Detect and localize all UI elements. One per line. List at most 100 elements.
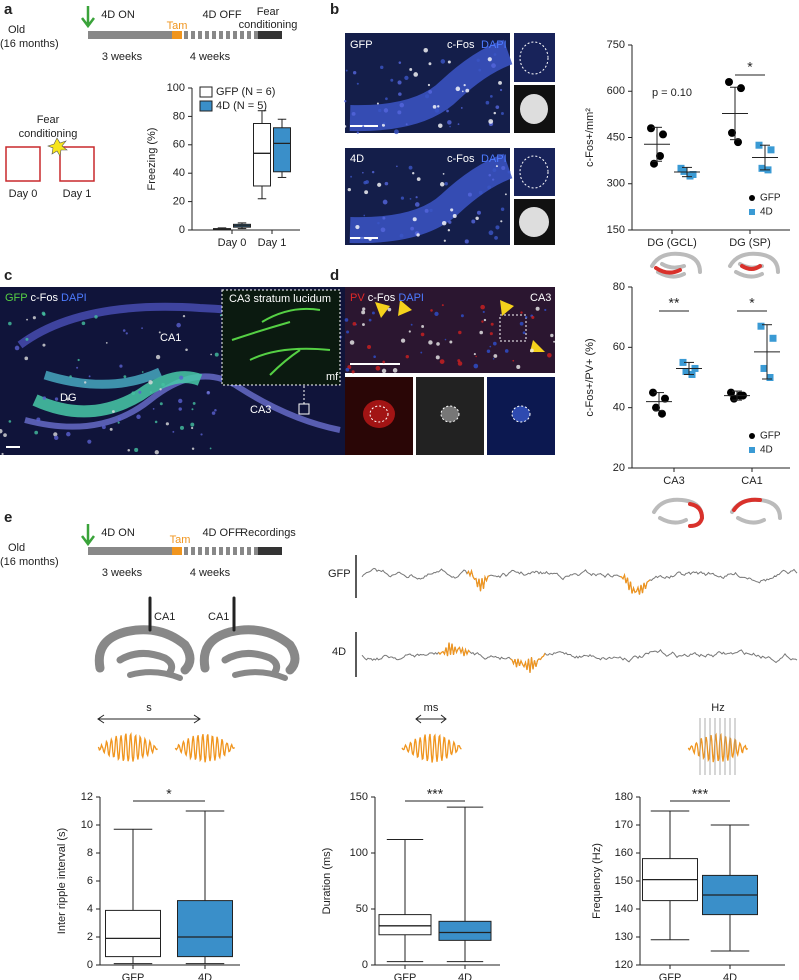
point [737, 84, 745, 93]
ripple [619, 572, 651, 595]
legend-label: GFP [760, 193, 781, 204]
cell [390, 78, 394, 82]
schematic-title: conditioning [19, 128, 78, 140]
x-tick-label: 4D [198, 972, 212, 980]
ripple [466, 568, 490, 592]
cell [408, 165, 413, 170]
x-tick-label: CA1 [741, 475, 762, 487]
y-tick-label: 130 [615, 931, 633, 943]
y-tick-label: 4 [87, 903, 93, 915]
point [760, 364, 768, 372]
cell [66, 431, 71, 437]
cell [504, 193, 507, 196]
cell [123, 375, 127, 379]
end-bar [258, 547, 282, 555]
unit-label: s [146, 702, 152, 714]
cell [499, 88, 503, 92]
inset-label: mf [326, 371, 339, 383]
y-tick-label: 120 [615, 959, 633, 971]
y-tick-label: 80 [173, 110, 185, 122]
cell [25, 337, 29, 341]
cell [368, 318, 372, 322]
cell [14, 345, 20, 351]
point [652, 403, 660, 412]
cell [500, 220, 503, 223]
cell [394, 129, 399, 135]
stain-label: GFP [350, 39, 373, 51]
cell [159, 402, 163, 406]
cell [141, 371, 144, 373]
shock-icon [47, 137, 68, 157]
timeline: Old (16 months) 4D ON Tam 4D OFF Fear co… [0, 6, 297, 63]
cell [413, 72, 418, 77]
panel-label: d [330, 267, 339, 284]
cell [185, 348, 188, 352]
cell [361, 310, 366, 315]
inset [514, 148, 555, 196]
ripple-schematic [97, 732, 158, 762]
cell [3, 433, 7, 437]
cell [512, 359, 515, 362]
mossy-fibers [231, 307, 331, 376]
cell [122, 329, 126, 332]
legend-swatch [199, 100, 213, 112]
point [682, 367, 690, 375]
cell [482, 310, 485, 314]
fear-schematic: Fear conditioning Day 0 Day 1 [5, 114, 95, 200]
cell [377, 221, 380, 225]
cell [214, 352, 219, 357]
cell [481, 320, 484, 323]
cell [178, 398, 183, 404]
x-tick-label: DG (GCL) [647, 237, 697, 249]
chart: 150 300 450 600 750 c-Fos+/mm² DG (GCL) DG (SP)… [584, 39, 790, 249]
cell [383, 122, 386, 125]
y-tick-label: 450 [607, 131, 625, 143]
box [177, 900, 233, 958]
phase: 4D ON [101, 9, 135, 21]
phase: Recordings [240, 527, 296, 539]
cell [464, 239, 469, 244]
speckle [0, 311, 222, 456]
cell [520, 311, 523, 314]
cell [182, 314, 186, 318]
x-tick-label: DG (SP) [729, 237, 771, 249]
cell [399, 102, 405, 108]
inset-title: CA3 stratum lucidum [229, 293, 331, 305]
sig-label: * [749, 295, 755, 311]
unit-label: ms [424, 702, 439, 714]
cell [475, 355, 477, 358]
cell [458, 330, 462, 335]
cell [488, 173, 492, 177]
cell [516, 364, 521, 369]
y-tick-label: 6 [87, 875, 93, 887]
y-tick-label: 60 [613, 341, 625, 353]
cell [0, 428, 3, 434]
cell [191, 447, 195, 450]
cell [449, 340, 453, 344]
x-tick-label: GFP [122, 972, 145, 980]
y-axis-label: Inter ripple interval (s) [56, 828, 68, 934]
panel-label: b [330, 1, 339, 18]
cell [161, 382, 165, 387]
cell [385, 97, 388, 101]
cell [356, 131, 360, 134]
point [755, 141, 763, 149]
legend-label: GFP [760, 431, 781, 442]
cell [430, 309, 433, 312]
point [725, 78, 733, 86]
cell [494, 236, 498, 240]
cell [382, 199, 388, 205]
stain-label: GFP c-Fos DAPI [5, 292, 87, 304]
roi [519, 155, 549, 189]
stain-label: 4D [350, 153, 364, 165]
y-axis-label: Freezing (%) [146, 128, 158, 191]
speckle [343, 47, 504, 135]
y-tick-label: 10 [81, 819, 93, 831]
y-tick-label: 300 [607, 178, 625, 190]
point [656, 152, 664, 160]
y-tick-label: 160 [615, 847, 633, 859]
cell [154, 420, 158, 424]
cell [435, 355, 440, 360]
dg-layer [43, 367, 162, 389]
